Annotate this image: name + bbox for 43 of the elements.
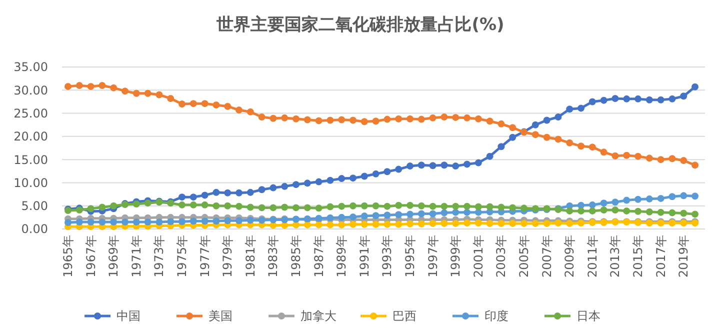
x-tick-label: 1981年 xyxy=(243,235,258,278)
x-tick-label: 1999年 xyxy=(448,235,463,278)
x-tick-label: 1969年 xyxy=(106,235,121,278)
x-tick-label: 1989年 xyxy=(334,235,349,278)
x-tick-label: 1991年 xyxy=(357,235,372,278)
x-tick-label: 1977年 xyxy=(198,235,212,278)
y-tick-label: 25.00 xyxy=(14,106,48,120)
chart-title: 世界主要国家二氧化碳排放量占比(%) xyxy=(216,15,504,35)
x-tick-label: 1987年 xyxy=(312,235,326,278)
x-tick-label: 2007年 xyxy=(540,235,554,278)
x-tick-label: 1979年 xyxy=(220,235,235,278)
y-tick-label: 0.00 xyxy=(21,222,48,236)
x-tick-label: 2011年 xyxy=(585,235,600,278)
x-tick-label: 1971年 xyxy=(129,235,144,278)
x-tick-label: 2009年 xyxy=(562,235,577,278)
x-tick-label: 2001年 xyxy=(471,235,486,278)
x-tick-label: 1975年 xyxy=(175,235,189,278)
x-tick-label: 1993年 xyxy=(380,235,394,278)
y-tick-label: 30.00 xyxy=(14,83,48,98)
legend-label: 美国 xyxy=(208,309,232,324)
legend-label: 中国 xyxy=(116,309,140,324)
legend-label: 巴西 xyxy=(392,309,416,324)
x-tick-label: 2017年 xyxy=(654,235,668,278)
x-tick-label: 2013年 xyxy=(608,235,622,278)
x-tick-label: 1965年 xyxy=(61,235,75,278)
y-tick-label: 10.00 xyxy=(14,176,48,190)
x-tick-label: 1973年 xyxy=(152,235,166,278)
y-tick-label: 35.00 xyxy=(14,60,48,74)
y-tick-label: 5.00 xyxy=(21,199,48,214)
x-tick-label: 1995年 xyxy=(403,235,417,278)
x-tick-label: 2015年 xyxy=(631,235,645,278)
legend-label: 日本 xyxy=(576,309,600,324)
x-tick-label: 2003年 xyxy=(494,235,508,278)
x-tick-label: 1983年 xyxy=(266,235,280,278)
x-tick-label: 1967年 xyxy=(84,235,98,278)
x-tick-label: 1997年 xyxy=(426,235,440,278)
x-tick-label: 2005年 xyxy=(517,235,531,278)
y-tick-label: 20.00 xyxy=(14,130,48,144)
x-tick-label: 1985年 xyxy=(289,235,303,278)
legend-label: 印度 xyxy=(484,309,508,324)
y-tick-label: 15.00 xyxy=(14,152,48,167)
legend-label: 加拿大 xyxy=(300,309,336,324)
x-tick-label: 2019年 xyxy=(676,235,691,278)
